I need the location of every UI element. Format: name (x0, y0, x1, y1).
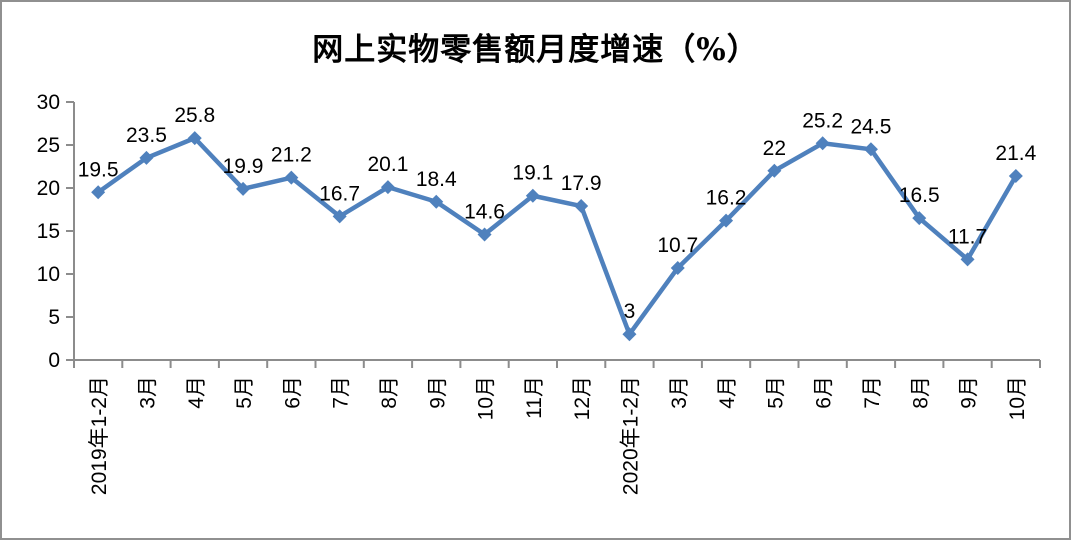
data-label: 10.7 (657, 234, 698, 257)
data-label: 17.9 (561, 172, 602, 195)
x-axis-label: 7月 (861, 376, 884, 409)
y-tick-label: 5 (48, 306, 60, 329)
x-axis-label: 8月 (909, 376, 932, 409)
data-label: 16.5 (899, 184, 940, 207)
chart-title: 网上实物零售额月度增速（%） (312, 32, 759, 68)
marker-diamond (380, 180, 395, 195)
marker-diamond (815, 136, 830, 151)
x-axis-label: 7月 (330, 376, 353, 409)
x-axis-label: 4月 (716, 376, 739, 409)
y-tick-label: 25 (37, 134, 60, 157)
x-axis-label: 2020年1-2月 (619, 376, 642, 495)
data-label: 19.1 (512, 162, 553, 185)
data-label: 24.5 (851, 115, 892, 138)
data-label: 22 (763, 137, 786, 160)
data-label: 3 (624, 300, 636, 323)
data-label: 11.7 (948, 225, 987, 248)
x-axis-label: 3月 (136, 376, 159, 409)
y-tick-label: 15 (37, 220, 60, 243)
marker-diamond (574, 199, 589, 214)
x-axis-label: 6月 (813, 376, 836, 409)
y-tick-label: 0 (48, 349, 60, 372)
x-axis-label: 9月 (426, 376, 449, 409)
x-axis-label: 11月 (523, 376, 546, 419)
marker-diamond (332, 209, 347, 224)
marker-diamond (236, 181, 251, 196)
x-axis-label: 5月 (764, 376, 787, 409)
y-tick-label: 20 (37, 177, 60, 200)
x-axis-label: 5月 (233, 376, 256, 409)
data-label: 14.6 (464, 200, 505, 223)
marker-diamond (429, 194, 444, 209)
marker-diamond (960, 252, 975, 267)
marker-diamond (1008, 168, 1023, 183)
x-axis-label: 10月 (1006, 376, 1029, 420)
marker-diamond (525, 188, 540, 203)
data-label: 19.9 (223, 155, 264, 178)
marker-diamond (284, 170, 299, 185)
marker-diamond (622, 327, 637, 342)
marker-diamond (139, 150, 154, 165)
data-label: 21.4 (995, 142, 1036, 165)
x-axis-label: 10月 (475, 376, 498, 420)
series-line (95, 135, 1019, 337)
marker-diamond (477, 227, 492, 242)
marker-diamond (912, 211, 927, 226)
x-axis-label: 4月 (185, 376, 208, 409)
data-label: 25.8 (174, 104, 215, 127)
x-axis-label: 2019年1-2月 (88, 376, 111, 495)
marker-diamond (767, 163, 782, 178)
x-axis-label: 3月 (668, 376, 691, 409)
data-label: 16.7 (319, 182, 360, 205)
data-label: 18.4 (416, 168, 457, 191)
marker-diamond (187, 131, 202, 146)
y-tick-label: 30 (37, 91, 60, 114)
data-label: 16.2 (706, 187, 747, 210)
data-label: 25.2 (802, 109, 843, 132)
marker-diamond (91, 185, 106, 200)
data-label: 21.2 (271, 144, 312, 167)
marker-diamond (719, 213, 734, 228)
marker-diamond (670, 260, 685, 275)
marker-diamond (863, 142, 878, 157)
x-axis-label: 12月 (571, 376, 594, 420)
x-axis-label: 9月 (958, 376, 981, 409)
y-tick-label: 10 (37, 263, 60, 286)
x-axis-label: 6月 (281, 376, 304, 409)
data-label: 23.5 (126, 124, 167, 147)
x-axis-label: 8月 (378, 376, 401, 409)
data-label: 20.1 (368, 153, 409, 176)
data-label: 19.5 (78, 158, 119, 181)
